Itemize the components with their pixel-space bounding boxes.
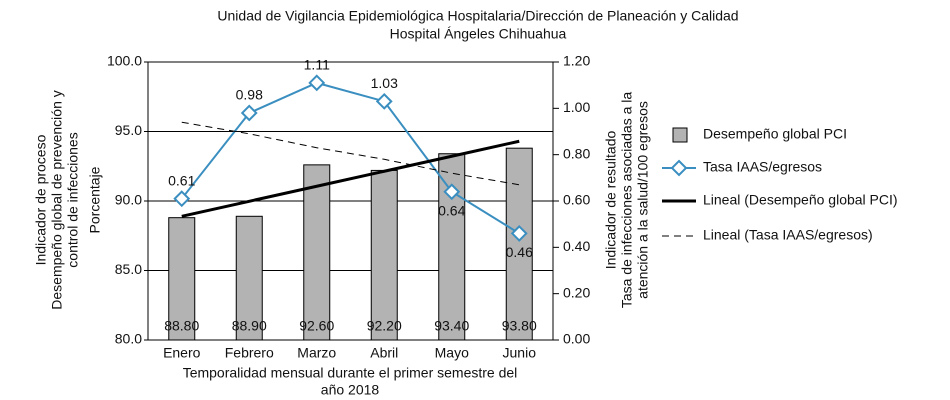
x-tick-label: Mayo [435,345,469,361]
marker [443,183,461,201]
y2-tick-label: 0.60 [563,192,590,208]
legend-label: Desempeño global PCI [703,126,847,142]
bar [168,217,196,341]
marker [308,74,326,92]
trend-line-dashed [181,121,520,186]
y-tick-label: 85.0 [115,261,142,277]
x-tick-label: Junio [503,345,537,361]
y-axis-label: Indicador de proceso [33,134,49,265]
y2-tick-label: 0.20 [563,284,590,300]
point-value-label: 0.61 [168,172,195,188]
marker [375,92,393,110]
point-value-label: 0.46 [506,244,533,260]
bar [370,169,398,341]
line [180,81,520,235]
y2-tick-label: 0.80 [563,145,590,161]
bar [235,215,263,341]
y2-tick-label: 1.20 [563,53,590,69]
bar-value-label: 93.80 [502,318,537,334]
marker [510,225,528,242]
y2-axis-label: Indicador de resultado [603,131,619,270]
y-axis-label: Desempeño global de prevención y [49,90,65,309]
bar [505,147,533,341]
point-value-label: 1.03 [371,75,398,91]
y2-tick-label: 0.40 [563,238,590,254]
y-axis-label: control de infecciones [65,132,81,267]
x-tick-label: Abril [370,345,398,361]
chart-title: Hospital Ángeles Chihuahua [390,26,567,42]
y2-tick-label: 1.00 [563,99,590,115]
legend-swatch [672,127,688,143]
plot-frame [147,61,554,341]
x-tick-label: Marzo [297,345,336,361]
x-tick-label: Febrero [225,345,274,361]
y-tick-label: 80.0 [115,331,142,347]
y-axis-label: Porcentaje [87,166,103,233]
trend-line [181,139,520,218]
legend-label: Tasa IAAS/egresos [703,159,822,175]
point-value-label: 0.64 [438,202,465,218]
legend-marker [670,159,688,177]
x-axis-label: año 2018 [321,382,380,398]
bar [303,164,331,341]
point-value-label: 1.11 [304,57,330,73]
y2-axis-label: atención a la salud/100 egresos [635,101,651,299]
bar-value-label: 88.90 [232,318,267,334]
legend-label: Lineal (Tasa IAAS/egresos) [703,227,873,243]
bar-value-label: 93.40 [434,318,469,334]
marker [240,104,258,122]
y-tick-label: 100.0 [107,53,142,69]
bar [438,153,466,341]
chart-title: Unidad de Vigilancia Epidemiológica Hosp… [217,8,738,24]
bar-value-label: 92.20 [367,318,402,334]
bar-value-label: 88.80 [164,318,199,334]
y-tick-label: 95.0 [115,122,142,138]
y2-axis-label: Tasa de infecciones asociadas a la [619,92,635,309]
point-value-label: 0.98 [236,87,263,103]
y-tick-label: 90.0 [115,192,142,208]
legend-label: Lineal (Desempeño global PCI) [703,192,898,208]
marker [173,190,191,208]
x-tick-label: Enero [163,345,201,361]
x-axis-label: Temporalidad mensual durante el primer s… [183,365,518,381]
y2-tick-label: 0.00 [563,331,590,347]
bar-value-label: 92.60 [299,318,334,334]
